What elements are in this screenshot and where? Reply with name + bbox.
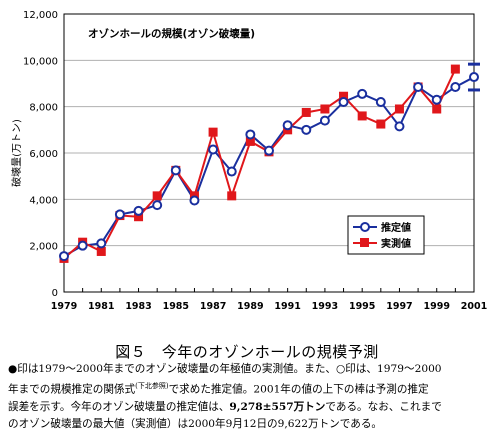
caption-line-2b: で求めた推定値。2001年の値の上下の棒は予測の推定 [168, 383, 429, 396]
x-tick-label: 1993 [312, 301, 338, 312]
x-tick-label: 1999 [424, 301, 450, 312]
estimated-point [413, 81, 424, 92]
measured-point [376, 119, 386, 129]
y-tick-label: 2,000 [29, 242, 58, 253]
x-tick-label: 1979 [51, 301, 77, 312]
estimated-point [469, 72, 479, 83]
x-tick-label: 1995 [349, 301, 375, 312]
x-tick-label: 1983 [125, 301, 151, 312]
legend-box [347, 215, 425, 255]
caption-line-2: 年までの規模推定の関係式(下北参照)で求めた推定値。2001年の値の上下の棒は予… [8, 378, 490, 399]
measured-point [357, 111, 367, 121]
estimated-point [96, 238, 107, 249]
estimated-point [301, 124, 312, 135]
legend-measured-label: 実測値 [381, 237, 411, 250]
caption-estimate-value: 9,278±557万トン [229, 400, 326, 413]
measured-point [432, 104, 442, 114]
estimated-point [450, 81, 461, 92]
measured-point [450, 64, 460, 74]
x-tick-label: 1985 [163, 301, 189, 312]
series-line-measured [63, 68, 457, 260]
y-tick-label: 6,000 [29, 149, 58, 160]
measured-point [301, 107, 311, 117]
caption-line-1: ●印は1979～2000年までのオゾン破壊量の年極値の実測値。また、○印は、19… [8, 363, 442, 375]
figure-caption-title: 図５ 今年のオゾンホールの規模予測 [115, 343, 379, 361]
estimated-point [189, 195, 200, 206]
legend-measured-marker [360, 238, 369, 247]
estimated-point [77, 240, 88, 251]
estimated-point [394, 121, 405, 132]
legend-estimated-marker [360, 222, 370, 232]
measured-point [152, 191, 162, 201]
caption-line-3: 誤差を示す。今年のオゾン破壊量の推定値は、9,278±557万トンである。なお、… [8, 399, 490, 416]
x-tick-label: 1991 [274, 301, 300, 312]
estimated-point [133, 205, 144, 216]
estimated-point [431, 94, 442, 105]
y-tick-label: 0 [52, 288, 58, 299]
caption-line-3b: である。なお、これまで [325, 400, 442, 413]
y-axis-label: 破壊量(万トン) [10, 119, 23, 187]
series-layer [59, 62, 480, 263]
y-tick-labels: 0 2,000 4,000 6,000 8,000 10,000 12,000 [23, 10, 58, 299]
x-tick-label: 2001 [461, 301, 487, 312]
caption-line-2a: 年までの規模推定の関係式 [8, 383, 136, 396]
y-tick-label: 4,000 [29, 195, 58, 206]
estimated-point [226, 166, 237, 177]
measured-point [134, 212, 144, 222]
estimated-point [245, 129, 256, 140]
estimated-point [282, 120, 293, 131]
estimated-point [208, 144, 219, 155]
x-tick-label: 1997 [386, 301, 412, 312]
estimated-point [114, 209, 125, 220]
y-tick-label: 10,000 [23, 56, 58, 67]
measured-point [227, 191, 237, 201]
x-tick-label: 1981 [88, 301, 114, 312]
y-tick-label: 12,000 [23, 10, 58, 21]
estimated-point [357, 88, 368, 99]
estimated-point [319, 115, 330, 126]
x-tick-label: 1989 [237, 301, 263, 312]
estimated-point [264, 145, 274, 156]
y-tick-label: 8,000 [29, 103, 58, 114]
x-tick-label: 1987 [200, 301, 226, 312]
estimated-point [170, 165, 181, 176]
estimated-point [338, 97, 349, 108]
estimated-point [59, 251, 69, 262]
measured-point [320, 104, 330, 114]
measured-point [208, 127, 218, 137]
measured-point [96, 246, 106, 256]
caption-line-4: のオゾン破壊量の最大値（実測値）は2000年9月12日の9,622万トンである。 [8, 417, 383, 430]
x-tick-labels: 1979 1981 1983 1985 1987 1989 1991 1993 1995 1997… [51, 288, 487, 312]
chart-title: オゾンホールの規模(オゾン破壊量) [88, 27, 255, 40]
caption-formula-ref: (下北参照) [135, 382, 169, 390]
measured-point [339, 91, 349, 101]
ozone-chart: オゾンホールの規模(オゾン破壊量) 破壊量(万トン) 0 2,000 4,000 6,… [10, 10, 487, 312]
estimated-point [375, 97, 386, 108]
legend: 推定値 実測値 [347, 215, 425, 255]
measured-point [245, 136, 255, 146]
figure-caption-body: ●印は1979～2000年までのオゾン破壊量の年極値の実測値。また、○印は、19… [8, 361, 490, 433]
measured-point [394, 104, 404, 114]
estimated-point [152, 200, 163, 211]
legend-estimated-label: 推定値 [381, 221, 411, 234]
caption-line-3a: 誤差を示す。今年のオゾン破壊量の推定値は、 [8, 400, 230, 413]
